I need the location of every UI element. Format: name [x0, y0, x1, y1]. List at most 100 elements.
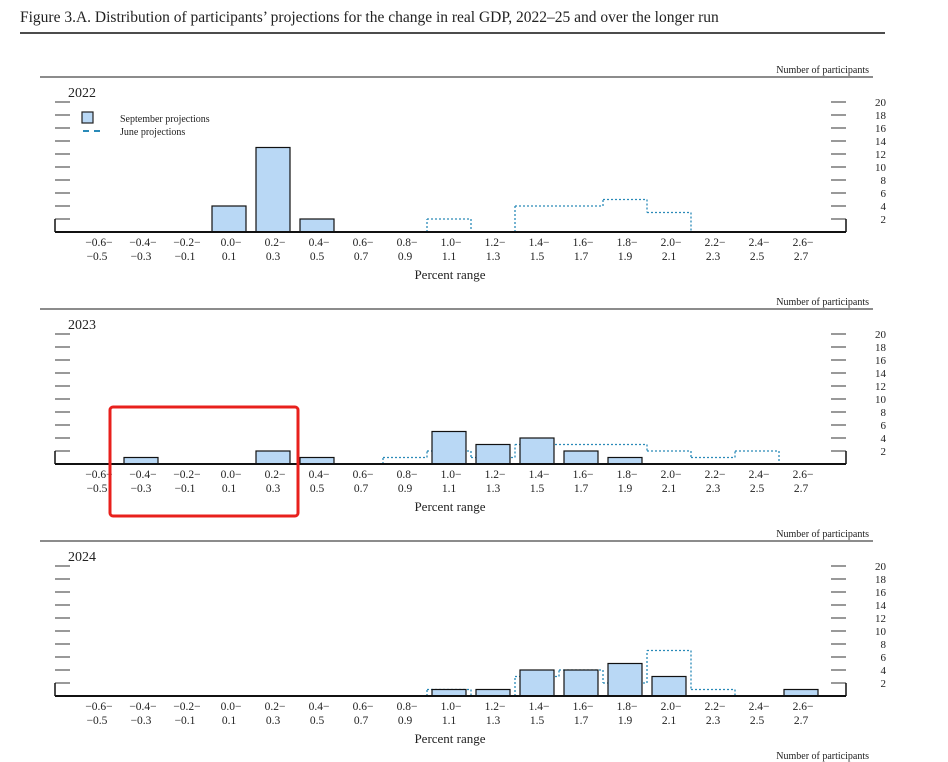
- x-tick-label-bottom: −0.5: [87, 251, 108, 263]
- x-tick-label-top: 0.4−: [309, 701, 330, 713]
- x-tick-label-bottom: 1.1: [442, 715, 457, 727]
- x-tick-label-top: −0.6−: [85, 701, 112, 713]
- x-tick-label-top: 0.4−: [309, 469, 330, 481]
- x-tick-label-top: 2.6−: [793, 237, 814, 249]
- x-tick-label-bottom: 2.1: [662, 483, 677, 495]
- x-tick-label-top: 1.8−: [617, 469, 638, 481]
- y-tick-label: 16: [875, 355, 887, 367]
- y-tick-label: 6: [881, 420, 887, 432]
- y-tick-label: 20: [875, 561, 887, 573]
- x-tick-label-top: −0.6−: [85, 237, 112, 249]
- x-tick-label-bottom: 0.7: [354, 251, 369, 263]
- x-tick-label-bottom: 2.3: [706, 251, 721, 263]
- x-tick-label-bottom: 0.1: [222, 483, 237, 495]
- legend-september-label: September projections: [120, 114, 210, 125]
- september-bar-2.0−2.1: [651, 675, 687, 697]
- y-tick-label: 2: [881, 678, 887, 690]
- x-tick-label-bottom: 2.1: [662, 715, 677, 727]
- y-tick-label: 2: [881, 446, 887, 458]
- x-tick-label-bottom: 0.9: [398, 251, 413, 263]
- x-tick-label-top: 0.8−: [397, 469, 418, 481]
- x-tick-label-top: 0.2−: [265, 701, 286, 713]
- x-tick-label-bottom: 2.7: [794, 251, 809, 263]
- x-tick-label-bottom: 2.7: [794, 715, 809, 727]
- x-tick-label-top: 0.6−: [353, 469, 374, 481]
- x-tick-label-top: −0.4−: [129, 237, 156, 249]
- y-axis-label: Number of participants: [776, 529, 869, 540]
- y-axis-label: Number of participants: [776, 65, 869, 76]
- x-tick-label-top: 2.4−: [749, 237, 770, 249]
- x-tick-label-top: −0.4−: [129, 469, 156, 481]
- x-tick-label-top: 1.0−: [441, 237, 462, 249]
- x-axis-label: Percent range: [414, 499, 485, 514]
- x-tick-label-bottom: 0.5: [310, 715, 325, 727]
- x-tick-label-top: 1.0−: [441, 701, 462, 713]
- x-tick-label-bottom: −0.1: [175, 251, 196, 263]
- x-tick-label-bottom: 1.5: [530, 715, 545, 727]
- y-tick-label: 10: [875, 394, 887, 406]
- y-tick-label: 16: [875, 123, 887, 135]
- x-tick-label-top: 2.2−: [705, 701, 726, 713]
- x-tick-label-bottom: 1.1: [442, 483, 457, 495]
- september-bar-0.2−0.3: [255, 450, 291, 465]
- y-tick-label: 2: [881, 214, 887, 226]
- x-tick-label-top: 2.6−: [793, 701, 814, 713]
- x-tick-label-bottom: −0.1: [175, 715, 196, 727]
- x-tick-label-top: 1.4−: [529, 701, 550, 713]
- x-tick-label-top: 2.6−: [793, 469, 814, 481]
- x-tick-label-bottom: 0.3: [266, 251, 281, 263]
- x-tick-label-bottom: 1.3: [486, 251, 501, 263]
- september-bar-0.0−0.1: [211, 205, 247, 233]
- panel-title: 2023: [68, 318, 96, 333]
- x-tick-label-top: 1.8−: [617, 701, 638, 713]
- september-bar-1.2−1.3: [475, 443, 511, 465]
- x-tick-label-bottom: 1.5: [530, 483, 545, 495]
- x-tick-label-bottom: 1.7: [574, 483, 589, 495]
- y-tick-label: 10: [875, 162, 887, 174]
- x-tick-label-bottom: 1.9: [618, 715, 633, 727]
- x-tick-label-top: 2.4−: [749, 469, 770, 481]
- x-tick-label-top: 0.8−: [397, 237, 418, 249]
- x-tick-label-top: 1.2−: [485, 469, 506, 481]
- x-tick-label-bottom: 0.7: [354, 715, 369, 727]
- x-tick-label-bottom: 1.7: [574, 715, 589, 727]
- x-tick-label-bottom: −0.5: [87, 483, 108, 495]
- x-tick-label-bottom: 2.1: [662, 251, 677, 263]
- x-tick-label-bottom: 1.7: [574, 251, 589, 263]
- x-tick-label-bottom: 0.3: [266, 715, 281, 727]
- x-tick-label-bottom: 0.5: [310, 483, 325, 495]
- x-tick-label-bottom: −0.5: [87, 715, 108, 727]
- september-bar-1.4−1.5: [519, 437, 555, 465]
- panel-2023: Number of participants 2023 20181614121086…: [40, 297, 887, 518]
- x-tick-label-bottom: 1.3: [486, 483, 501, 495]
- y-tick-label: 12: [875, 613, 886, 625]
- x-tick-label-top: 2.2−: [705, 469, 726, 481]
- x-tick-label-top: 0.8−: [397, 701, 418, 713]
- x-tick-label-top: 0.2−: [265, 237, 286, 249]
- x-tick-label-top: 0.6−: [353, 237, 374, 249]
- x-tick-label-top: −0.2−: [173, 469, 200, 481]
- x-tick-label-bottom: 2.5: [750, 483, 765, 495]
- september-bar-1.6−1.7: [563, 669, 599, 697]
- x-tick-label-bottom: 1.3: [486, 715, 501, 727]
- x-tick-label-top: 0.0−: [221, 469, 242, 481]
- panel-2024: Number of participants 2024 20181614121086…: [40, 529, 887, 746]
- y-tick-label: 18: [875, 342, 887, 354]
- y-axis-label: Number of participants: [776, 297, 869, 308]
- x-tick-label-bottom: 0.7: [354, 483, 369, 495]
- x-tick-label-top: 0.0−: [221, 701, 242, 713]
- y-tick-label: 12: [875, 149, 886, 161]
- panel-title: 2022: [68, 86, 96, 101]
- x-tick-label-top: 1.0−: [441, 469, 462, 481]
- x-tick-label-bottom: 1.9: [618, 483, 633, 495]
- x-tick-label-bottom: 0.1: [222, 715, 237, 727]
- y-tick-label: 14: [875, 600, 887, 612]
- y-tick-label: 18: [875, 574, 887, 586]
- x-tick-label-top: 1.8−: [617, 237, 638, 249]
- panel-2022: Number of participants 2022 20181614121086…: [40, 65, 887, 282]
- x-tick-label-top: 0.4−: [309, 237, 330, 249]
- september-bar-0.4−0.5: [299, 218, 335, 233]
- x-tick-label-top: 1.6−: [573, 701, 594, 713]
- y-tick-label: 18: [875, 110, 887, 122]
